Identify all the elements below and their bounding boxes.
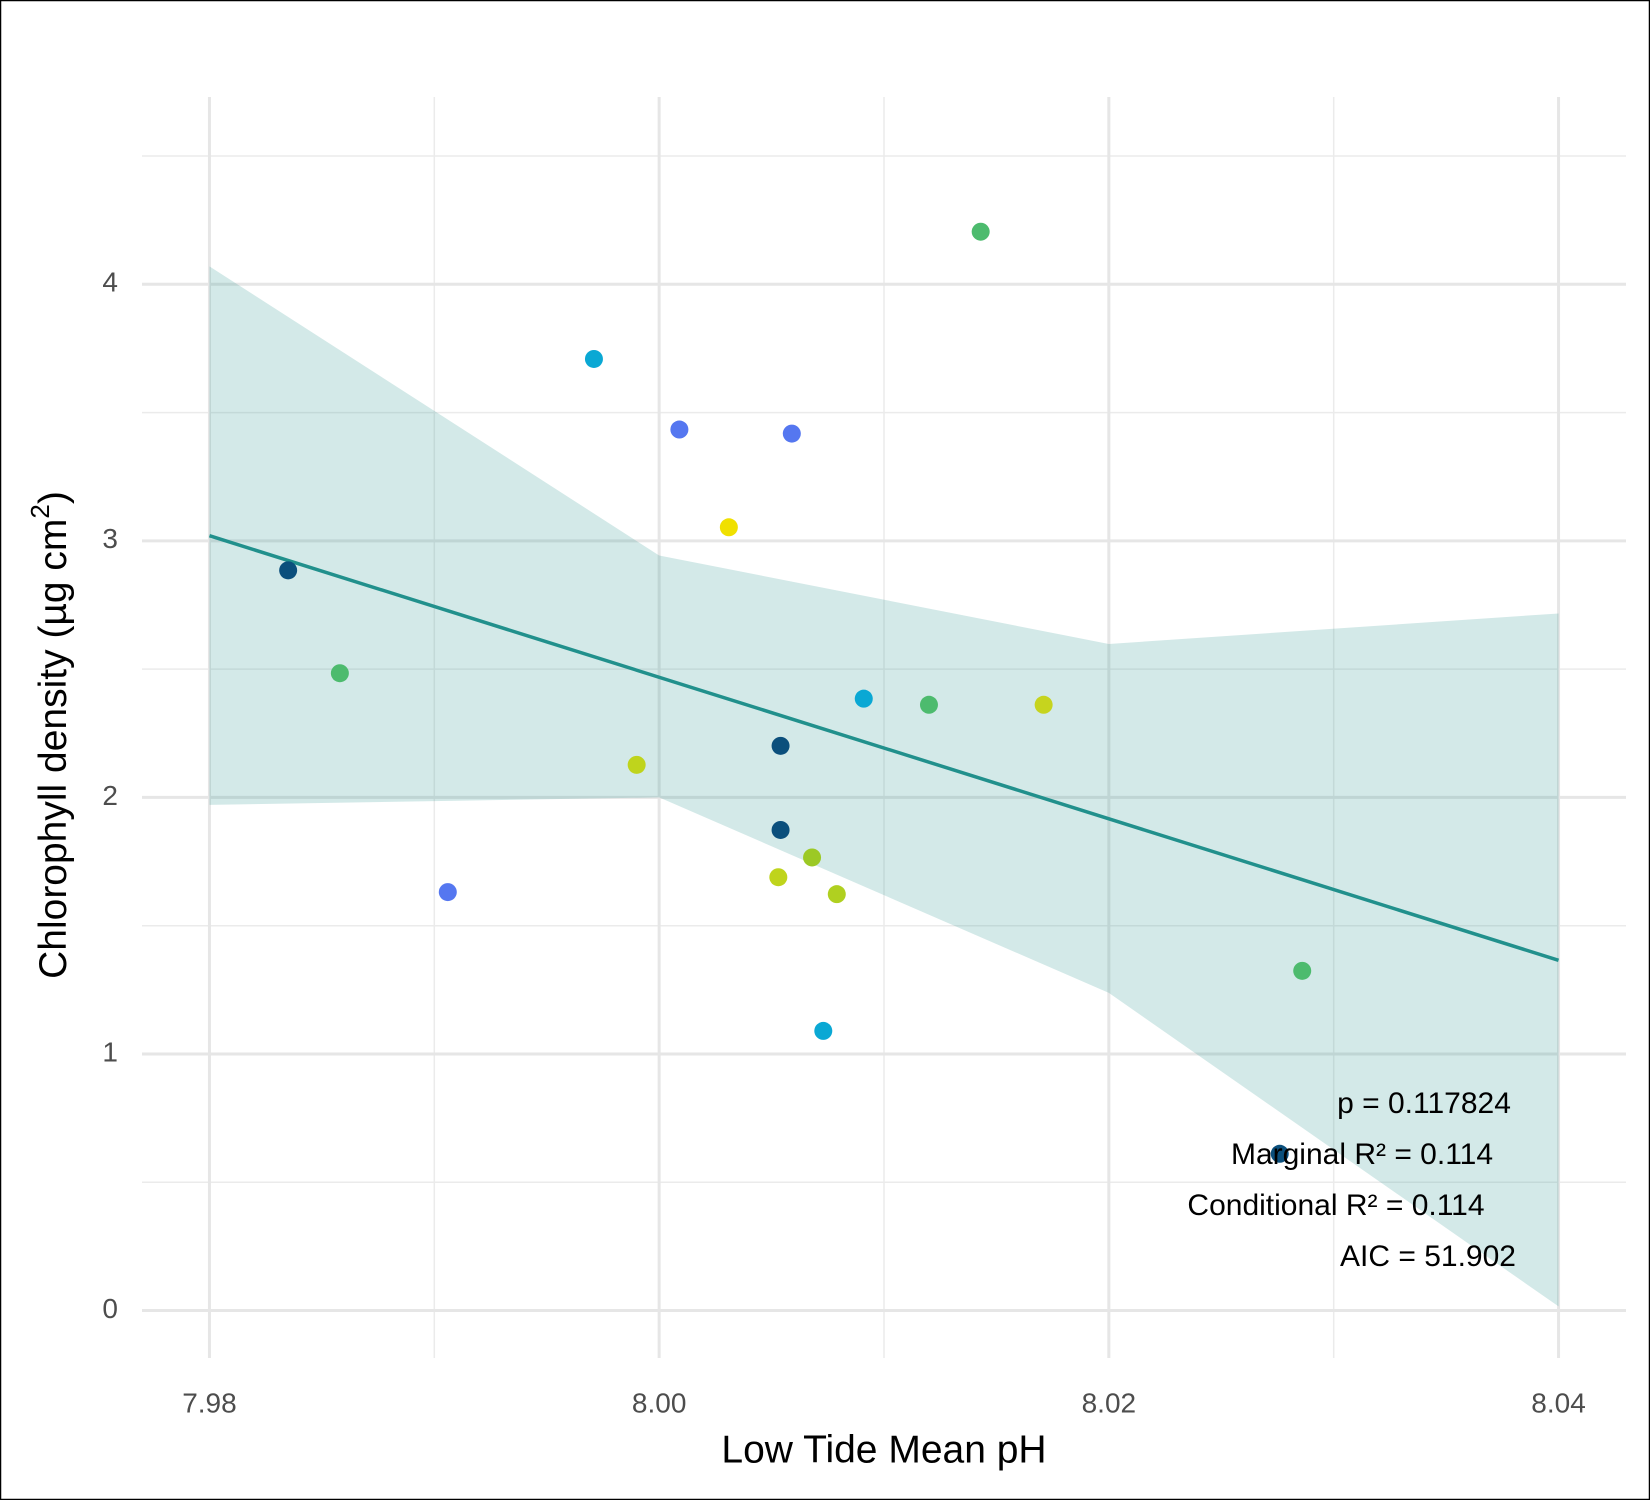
fit-line	[208, 534, 1560, 962]
point	[330, 664, 349, 683]
y-tick-label: 2	[102, 780, 118, 811]
x-axis-title: Low Tide Mean pH	[721, 1428, 1046, 1471]
x-tick-label: 8.02	[1082, 1387, 1137, 1418]
y-axis-title: Chlorophyll density (µg cm2)	[25, 491, 75, 979]
point	[771, 736, 790, 755]
point	[769, 868, 788, 887]
point	[1293, 961, 1312, 980]
annotation: p = 0.117824	[1337, 1087, 1511, 1120]
point	[971, 222, 990, 241]
point	[803, 848, 822, 867]
point	[438, 883, 457, 902]
annotation: Conditional R² = 0.114	[1187, 1189, 1484, 1222]
x-tick-label: 7.98	[182, 1387, 237, 1418]
y-axis-title-end: )	[32, 491, 75, 504]
point	[1034, 695, 1053, 714]
point	[1270, 1144, 1289, 1163]
point	[814, 1021, 833, 1040]
y-axis-title-sup: 2	[25, 504, 55, 518]
x-tick-label: 8.00	[632, 1387, 687, 1418]
point	[854, 689, 873, 708]
point	[719, 518, 738, 537]
point	[827, 885, 846, 904]
point	[782, 424, 801, 443]
annotation: AIC = 51.902	[1340, 1240, 1516, 1273]
point	[919, 695, 938, 714]
annotation: Marginal R² = 0.114	[1231, 1138, 1493, 1171]
y-axis-title-main: Chlorophyll density (µg cm	[32, 519, 75, 979]
point	[771, 820, 790, 839]
point	[584, 349, 603, 368]
y-tick-label: 3	[102, 523, 118, 554]
y-tick-label: 1	[102, 1036, 118, 1067]
confidence-band	[209, 266, 1559, 1307]
x-tick-label: 8.04	[1531, 1387, 1586, 1418]
point	[627, 755, 646, 774]
point	[670, 420, 689, 439]
point	[279, 561, 298, 580]
y-tick-label: 0	[102, 1293, 118, 1324]
y-tick-label: 4	[102, 267, 118, 298]
